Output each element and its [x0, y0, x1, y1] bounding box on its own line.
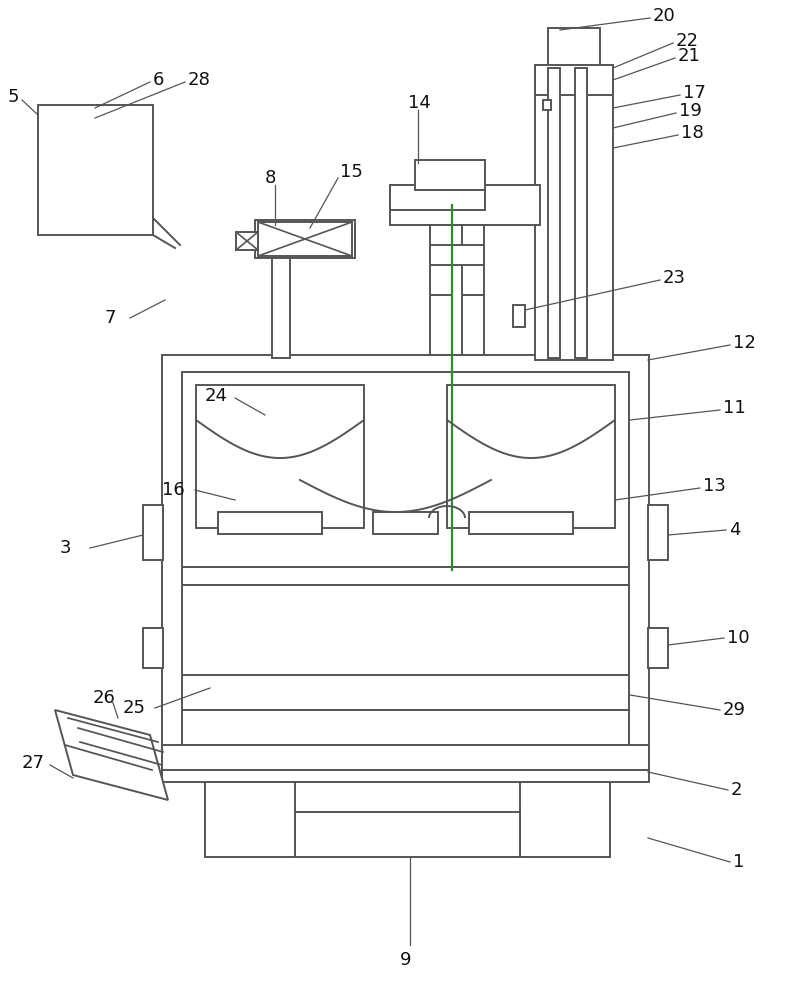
Bar — [575, 68, 587, 358]
Bar — [430, 245, 484, 265]
Bar — [162, 745, 649, 770]
Bar — [182, 567, 629, 585]
Bar — [548, 68, 560, 358]
Bar — [648, 505, 668, 560]
Bar — [218, 512, 322, 534]
Text: 28: 28 — [188, 71, 211, 89]
Bar — [143, 505, 163, 560]
Bar — [462, 225, 484, 295]
Text: 20: 20 — [653, 7, 676, 25]
Text: 11: 11 — [723, 399, 746, 417]
Bar — [390, 185, 485, 210]
Bar — [543, 100, 551, 110]
Bar — [182, 372, 629, 567]
Text: 18: 18 — [681, 124, 703, 142]
Bar — [390, 185, 540, 225]
Text: 29: 29 — [723, 701, 746, 719]
Text: 10: 10 — [727, 629, 750, 647]
Bar — [548, 28, 600, 68]
Text: 2: 2 — [731, 781, 743, 799]
Bar — [535, 65, 613, 360]
Text: 6: 6 — [153, 71, 164, 89]
Bar — [373, 512, 438, 534]
Text: 16: 16 — [162, 481, 184, 499]
Bar — [469, 512, 573, 534]
Text: 21: 21 — [678, 47, 701, 65]
Bar — [415, 160, 485, 190]
Bar — [143, 628, 163, 668]
Bar — [258, 222, 352, 256]
Bar — [182, 585, 629, 675]
Text: 17: 17 — [683, 84, 706, 102]
Bar — [182, 675, 629, 710]
Text: 13: 13 — [703, 477, 726, 495]
Text: 26: 26 — [93, 689, 115, 707]
Bar — [430, 295, 452, 355]
Bar — [162, 770, 649, 782]
Bar — [182, 710, 629, 745]
Text: 15: 15 — [340, 163, 363, 181]
Text: 23: 23 — [663, 269, 686, 287]
Bar — [162, 355, 649, 780]
Polygon shape — [55, 710, 168, 800]
Text: 27: 27 — [22, 754, 45, 772]
Bar — [447, 385, 615, 528]
Bar — [205, 782, 295, 857]
Text: 4: 4 — [729, 521, 740, 539]
Text: 5: 5 — [8, 88, 19, 106]
Text: 14: 14 — [408, 94, 431, 112]
Text: 8: 8 — [265, 169, 277, 187]
Text: 24: 24 — [205, 387, 228, 405]
Bar — [520, 782, 610, 857]
Text: 3: 3 — [60, 539, 71, 557]
Bar — [255, 220, 355, 258]
Text: 25: 25 — [123, 699, 146, 717]
Text: 12: 12 — [733, 334, 755, 352]
Bar — [196, 385, 364, 528]
Bar — [513, 305, 525, 327]
Text: 9: 9 — [400, 951, 411, 969]
Text: 22: 22 — [676, 32, 699, 50]
Bar — [272, 258, 290, 358]
Bar — [236, 232, 258, 250]
Bar — [295, 812, 520, 857]
Text: 19: 19 — [679, 102, 702, 120]
Bar — [648, 628, 668, 668]
Bar — [38, 105, 153, 235]
Bar — [535, 65, 613, 95]
Text: 1: 1 — [733, 853, 744, 871]
Bar — [430, 225, 452, 295]
Bar — [462, 295, 484, 355]
Text: 7: 7 — [105, 309, 116, 327]
